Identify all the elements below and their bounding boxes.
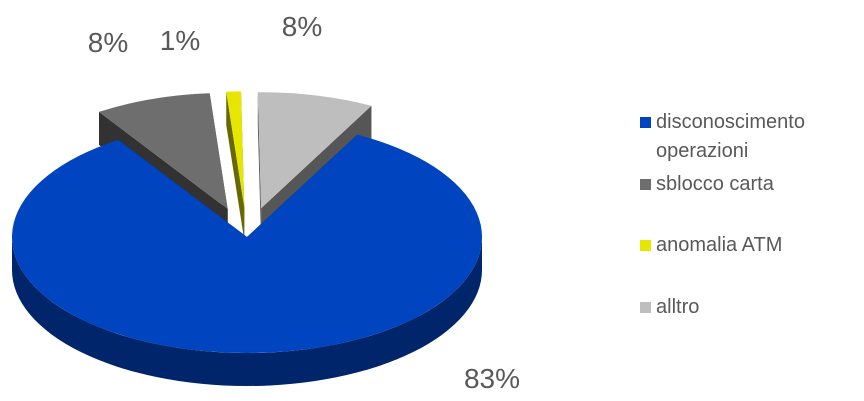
pct-label-anomalia-atm: 1%: [160, 25, 200, 56]
pie-slice-anomalia-atm: [226, 91, 245, 241]
legend-item-anomalia-atm: anomalia ATM: [640, 231, 864, 260]
legend-item-disconoscimento: disconoscimento operazioni: [640, 108, 864, 166]
pct-label-alltro: 8%: [282, 11, 322, 42]
legend-swatch-alltro: [640, 302, 651, 313]
legend-item-alltro: alltro: [640, 293, 864, 322]
legend-label-anomalia-atm: anomalia ATM: [656, 234, 783, 256]
legend-swatch-disconoscimento: [640, 117, 651, 128]
pie-slice-disconoscimento: [11, 134, 482, 386]
legend-swatch-anomalia-atm: [640, 240, 651, 251]
legend-item-sblocco-carta: sblocco carta: [640, 170, 864, 199]
pct-label-sblocco-carta: 8%: [88, 27, 128, 58]
legend-label-sblocco-carta: sblocco carta: [656, 173, 774, 195]
legend-swatch-sblocco-carta: [640, 179, 651, 190]
legend-label-disconoscimento: disconoscimento operazioni: [656, 111, 805, 162]
legend-label-alltro: alltro: [656, 296, 700, 318]
pct-label-disconoscimento: 83%: [464, 363, 520, 394]
